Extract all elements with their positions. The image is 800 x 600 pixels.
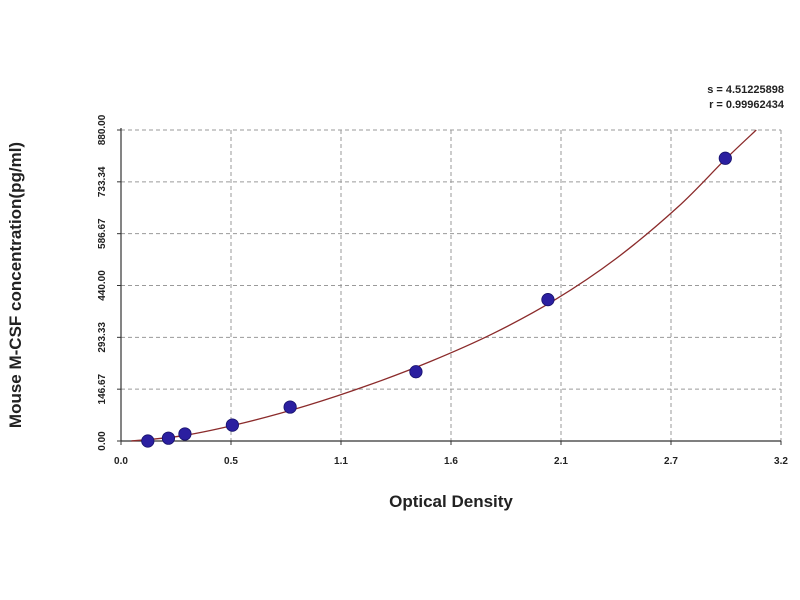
data-point	[141, 434, 155, 448]
x-tick-label: 2.1	[554, 456, 568, 467]
data-point	[718, 151, 732, 165]
data-point	[178, 427, 192, 441]
y-tick-label: 0.00	[97, 431, 108, 451]
data-point	[161, 431, 176, 445]
stat-r: r = 0.99962434	[709, 99, 785, 111]
x-tick-labels: 0.0 0.5 1.1 1.6 2.1 2.7 3.2	[114, 456, 788, 467]
y-tick-label: 733.34	[97, 166, 108, 197]
data-point	[541, 293, 555, 307]
grid-lines	[121, 129, 782, 441]
x-tick-label: 3.2	[774, 456, 788, 467]
fit-curve	[131, 129, 757, 442]
y-tick-label: 440.00	[97, 270, 108, 301]
y-tick-label: 146.67	[97, 373, 108, 404]
x-tick-label: 0.0	[114, 456, 128, 467]
x-tick-label: 1.1	[334, 456, 348, 467]
data-point	[409, 365, 423, 379]
axes	[117, 128, 782, 445]
x-tick-label: 1.6	[444, 456, 458, 467]
y-tick-label: 586.67	[97, 218, 108, 249]
data-point	[225, 418, 239, 432]
data-point	[283, 400, 297, 414]
fit-curve-group	[131, 129, 757, 442]
y-axis-title: Mouse M-CSF concentration(pg/ml)	[6, 142, 25, 428]
data-points	[141, 151, 732, 448]
x-tick-label: 2.7	[664, 456, 678, 467]
x-axis-title: Optical Density	[389, 492, 513, 511]
y-tick-label: 880.00	[97, 114, 108, 145]
y-tick-labels: 0.00 146.67 293.33 440.00 586.67 733.34 880.00	[97, 114, 108, 450]
y-tick-label: 293.33	[97, 322, 108, 353]
x-tick-label: 0.5	[224, 456, 238, 467]
stat-s: s = 4.51225898	[707, 84, 784, 96]
